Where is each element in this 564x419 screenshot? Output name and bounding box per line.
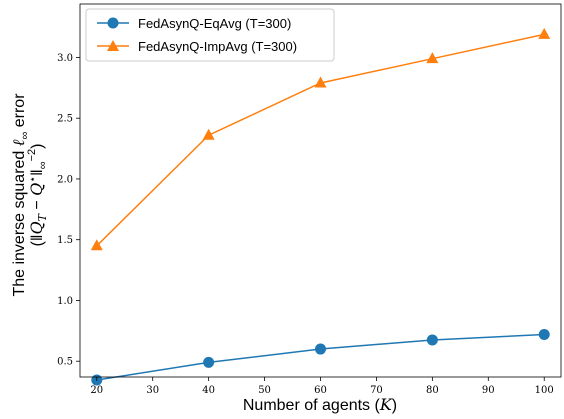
data-point-triangle bbox=[426, 52, 439, 64]
legend: FedAsynQ-EqAvg (T=300) FedAsynQ-ImpAvg (… bbox=[85, 8, 335, 62]
x-tick-label: 50 bbox=[258, 385, 271, 396]
data-point-circle bbox=[426, 334, 438, 346]
data-point-circle bbox=[538, 328, 550, 340]
legend-marker-impavg bbox=[107, 40, 119, 51]
y-tick-label: 2.5 bbox=[57, 114, 73, 125]
legend-label-impavg: FedAsynQ-ImpAvg (T=300) bbox=[138, 39, 297, 54]
x-axis-label: Number of agents (K) bbox=[243, 395, 397, 414]
series-layer bbox=[90, 27, 551, 386]
y-axis-label-line1: The inverse squared ℓ∞ error bbox=[9, 93, 31, 297]
x-tick-label: 80 bbox=[426, 385, 439, 396]
y-tick-label: 1.0 bbox=[57, 296, 73, 307]
plot-frame bbox=[79, 3, 562, 378]
x-axis-label-close: ) bbox=[392, 397, 397, 414]
y-axis-label: The inverse squared ℓ∞ error (‖QT − Q⋆‖∞… bbox=[9, 93, 49, 297]
x-tick-label: 30 bbox=[146, 385, 159, 396]
y-tick-label: 0.5 bbox=[57, 357, 73, 368]
data-point-circle bbox=[315, 343, 326, 355]
x-axis-label-text: Number of agents ( bbox=[243, 397, 381, 414]
x-tick-label: 90 bbox=[482, 385, 495, 396]
legend-label-eqavg: FedAsynQ-EqAvg (T=300) bbox=[138, 16, 291, 31]
y-axis-label-ell: ℓ bbox=[9, 139, 28, 146]
y-axis-label-inf: ∞ bbox=[19, 132, 31, 140]
x-axis-label-var: K bbox=[379, 395, 393, 414]
legend-box bbox=[85, 8, 335, 62]
x-tick-label: 100 bbox=[535, 385, 554, 396]
x-tick-label: 20 bbox=[90, 385, 103, 396]
data-point-triangle bbox=[90, 239, 103, 251]
data-point-triangle bbox=[538, 27, 551, 39]
y-tick-label: 3.0 bbox=[57, 53, 73, 64]
data-point-triangle bbox=[314, 76, 327, 88]
data-point-circle bbox=[203, 356, 215, 368]
data-point-triangle bbox=[202, 128, 215, 140]
y-tick-label: 2.0 bbox=[57, 174, 73, 185]
y-tick-label: 1.5 bbox=[57, 235, 73, 246]
x-tick-label: 40 bbox=[202, 385, 215, 396]
ticks-layer: 20 30 40 50 60 70 80 90 100 0.5 1.0 1.5 2.0 2.5 3.0 bbox=[57, 53, 554, 396]
y-axis-label-error: error bbox=[11, 93, 28, 132]
x-tick-label: 60 bbox=[314, 385, 327, 396]
x-tick-label: 70 bbox=[370, 385, 383, 396]
legend-marker-eqavg bbox=[107, 17, 119, 29]
